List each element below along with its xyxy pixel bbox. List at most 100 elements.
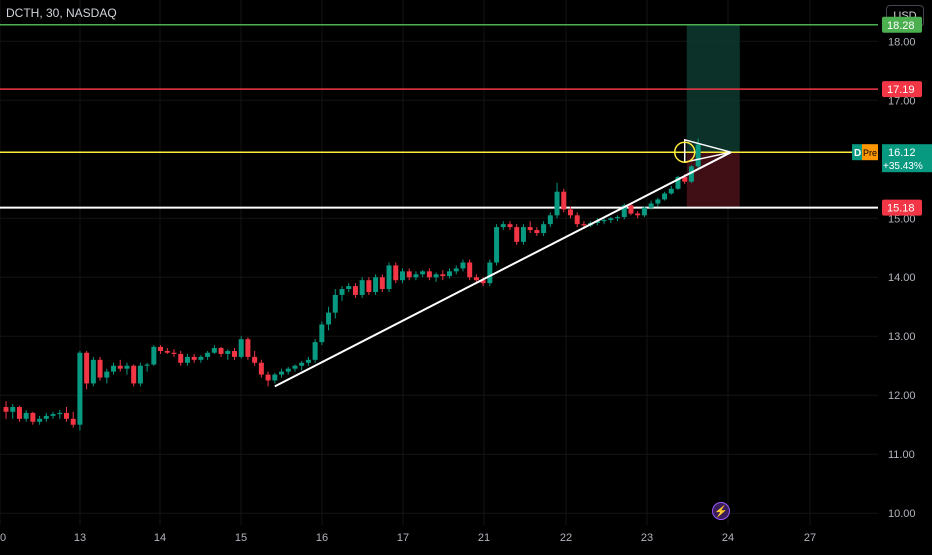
candle	[319, 321, 325, 346]
candle	[386, 262, 392, 292]
candle-body	[453, 268, 459, 272]
last-price-badge: 16.12 +35.43%	[882, 144, 932, 173]
candle-body	[151, 346, 157, 365]
target-price-badge: 18.28	[882, 16, 922, 33]
candle-body	[225, 350, 231, 354]
price-axis-scale: 18.00 17.00 15.00 14.00 13.00 12.00 11.00 10.00…	[882, 16, 932, 520]
candle	[467, 259, 473, 281]
candle-body	[648, 203, 654, 208]
candle-body	[440, 274, 446, 277]
candle-body	[211, 348, 217, 353]
candle	[312, 339, 318, 363]
price-tick-label: 15.00	[888, 213, 916, 225]
candle	[648, 200, 654, 210]
candle-body	[527, 227, 533, 231]
price-chart[interactable]: D Pre	[0, 0, 880, 525]
candle	[608, 217, 614, 223]
candle	[292, 364, 298, 372]
last-price-bg	[882, 144, 932, 173]
candle	[413, 271, 419, 281]
candle-body	[299, 362, 305, 366]
time-tick-label: 27	[804, 532, 816, 544]
candle	[420, 270, 426, 278]
candle	[97, 356, 103, 381]
candle-body	[554, 191, 560, 216]
horizontal-lines	[0, 24, 878, 209]
candle-body	[30, 412, 36, 422]
trendline	[274, 151, 732, 388]
candle-body	[615, 217, 621, 219]
candle-body	[386, 265, 392, 290]
time-axis[interactable]: 0 13 14 15 16 17 21 22 23 24 27	[0, 525, 932, 550]
candle-body	[413, 274, 419, 278]
candle	[265, 371, 271, 387]
pre-tag-bg	[862, 144, 880, 161]
candle-body	[84, 352, 90, 384]
candle	[406, 268, 412, 281]
candle-body	[43, 415, 49, 419]
candle	[137, 362, 143, 387]
candle-body	[319, 324, 325, 343]
candle	[178, 350, 184, 366]
candle-body	[16, 407, 22, 419]
time-tick-label: 14	[154, 532, 166, 544]
candle-body	[507, 224, 513, 228]
lightning-icon[interactable]: ⚡	[712, 502, 730, 520]
candle-body	[50, 414, 56, 416]
candle-body	[305, 359, 311, 363]
candle	[615, 215, 621, 222]
candle-body	[608, 218, 614, 221]
chart-pane[interactable]: D Pre DCTH, 30, NASDAQ	[0, 0, 880, 525]
candle-body	[171, 352, 177, 354]
candle	[426, 268, 432, 281]
time-tick-label: 21	[478, 532, 490, 544]
price-axis[interactable]: 18.00 17.00 15.00 14.00 13.00 12.00 11.00 10.00…	[878, 0, 932, 525]
candle	[547, 212, 553, 228]
candle-body	[63, 412, 69, 419]
resistance-price-badge: 17.19	[882, 81, 922, 98]
candle	[379, 274, 385, 292]
candle	[373, 274, 379, 295]
target-price-badge-text: 18.28	[887, 20, 915, 32]
candle-body	[104, 371, 110, 378]
price-tick-label: 12.00	[888, 390, 916, 402]
candle-body	[164, 350, 170, 353]
candle	[158, 345, 164, 354]
candle-body	[131, 365, 137, 384]
candle-body	[393, 265, 399, 281]
candle-body	[581, 224, 587, 226]
triangle-pattern	[683, 138, 732, 164]
candle	[675, 175, 681, 190]
candle	[299, 361, 305, 371]
candle-body	[480, 280, 486, 284]
target-price-badge-bg	[882, 16, 922, 33]
candle-body	[561, 191, 567, 210]
candle	[339, 286, 345, 301]
candle	[655, 197, 661, 207]
candle	[77, 350, 83, 431]
drawings	[274, 138, 732, 388]
candle	[285, 366, 291, 375]
resistance-price-badge-text: 17.19	[887, 84, 915, 96]
candle	[346, 283, 352, 292]
d-tag-text: D	[854, 148, 861, 159]
time-tick-label: 16	[316, 532, 328, 544]
candle	[447, 268, 453, 279]
candle	[111, 362, 117, 375]
candle	[238, 336, 244, 359]
candle-body	[191, 356, 197, 360]
candles	[3, 138, 701, 431]
candle	[574, 212, 580, 228]
candle	[527, 221, 533, 234]
candle	[541, 221, 547, 236]
candle-body	[662, 193, 668, 200]
candle-body	[541, 224, 547, 234]
candle-body	[178, 353, 184, 363]
candle	[520, 224, 526, 245]
candle	[191, 353, 197, 363]
candle-body	[628, 205, 634, 214]
candle-body	[90, 359, 96, 384]
candle-body	[292, 365, 298, 369]
candle	[399, 268, 405, 284]
candle	[534, 227, 540, 236]
